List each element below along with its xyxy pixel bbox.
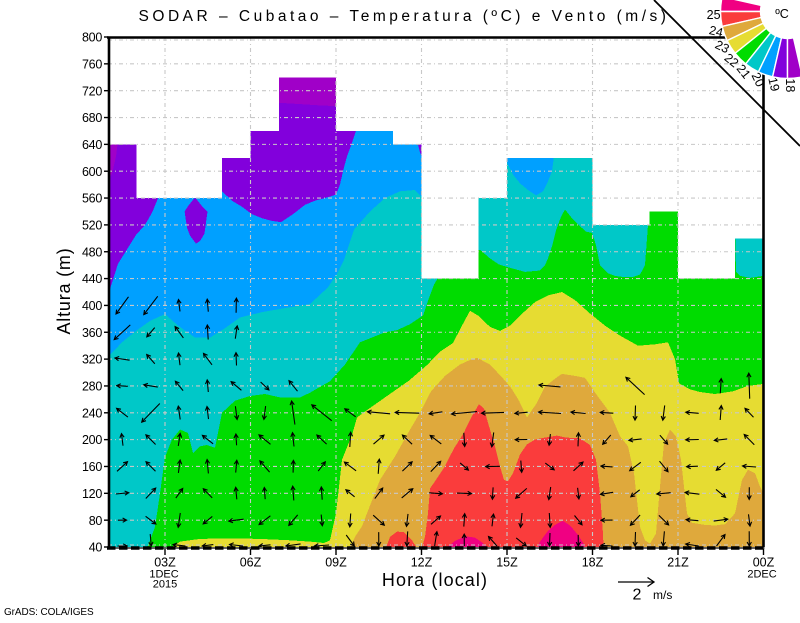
svg-text:21: 21 (734, 62, 754, 82)
svg-text:1DEC: 1DEC (149, 569, 178, 581)
svg-text:240: 240 (82, 406, 102, 420)
svg-text:360: 360 (82, 326, 102, 340)
svg-text:22: 22 (722, 51, 742, 71)
svg-text:19: 19 (765, 76, 782, 93)
svg-text:SODAR – Cubatao – Temperat: SODAR – Cubatao – Temperatura (ºC) e Ven… (139, 8, 670, 25)
svg-text:Altura (m): Altura (m) (54, 247, 74, 334)
svg-text:440: 440 (82, 272, 102, 286)
svg-text:GrADS: COLA/IGES: GrADS: COLA/IGES (4, 607, 94, 618)
svg-text:80: 80 (89, 514, 103, 528)
svg-text:2015: 2015 (153, 579, 177, 591)
svg-text:760: 760 (82, 57, 102, 71)
svg-text:20: 20 (749, 70, 768, 89)
svg-text:m/s: m/s (653, 588, 672, 602)
svg-text:09Z: 09Z (325, 556, 347, 570)
svg-text:18Z: 18Z (582, 556, 604, 570)
svg-text:ºC: ºC (775, 7, 789, 21)
svg-text:40: 40 (89, 541, 103, 555)
svg-text:25: 25 (707, 8, 721, 22)
svg-text:23: 23 (713, 38, 732, 57)
svg-text:03Z: 03Z (154, 556, 176, 570)
svg-text:520: 520 (82, 219, 102, 233)
svg-text:21Z: 21Z (667, 556, 689, 570)
svg-text:720: 720 (82, 84, 102, 98)
svg-text:2DEC: 2DEC (747, 569, 776, 581)
svg-text:200: 200 (82, 433, 102, 447)
svg-text:800: 800 (82, 31, 102, 45)
svg-text:00Z: 00Z (753, 556, 775, 570)
svg-text:12Z: 12Z (411, 556, 433, 570)
svg-text:24: 24 (708, 23, 725, 40)
svg-text:400: 400 (82, 299, 102, 313)
svg-text:18: 18 (783, 78, 797, 92)
svg-text:Hora (local): Hora (local) (382, 570, 488, 590)
svg-text:480: 480 (82, 245, 102, 259)
svg-text:640: 640 (82, 138, 102, 152)
svg-text:680: 680 (82, 111, 102, 125)
svg-text:120: 120 (82, 487, 102, 501)
svg-text:15Z: 15Z (496, 556, 518, 570)
svg-text:280: 280 (82, 380, 102, 394)
svg-text:160: 160 (82, 460, 102, 474)
svg-text:600: 600 (82, 165, 102, 179)
svg-text:06Z: 06Z (240, 556, 262, 570)
svg-text:2: 2 (633, 587, 642, 604)
svg-text:320: 320 (82, 353, 102, 367)
svg-text:560: 560 (82, 192, 102, 206)
